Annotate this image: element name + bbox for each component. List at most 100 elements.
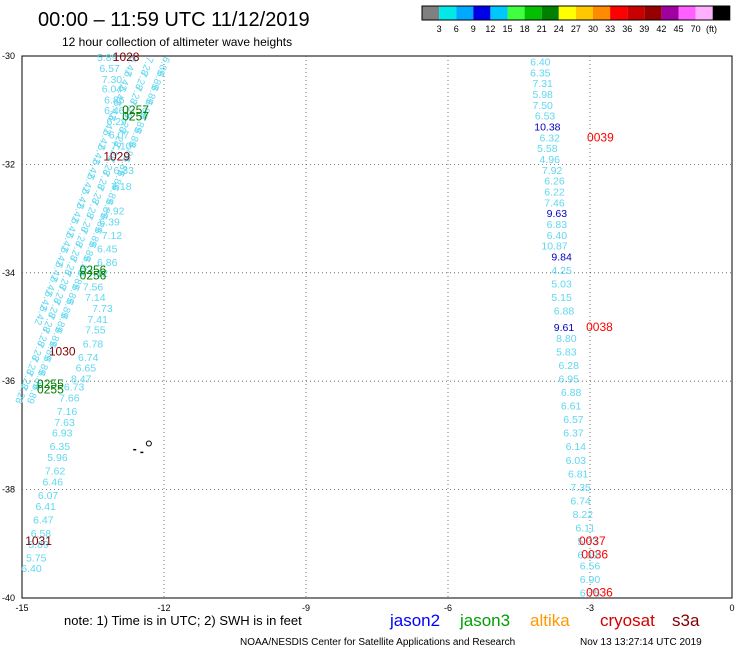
wave-height-value: 9.61: [554, 322, 575, 334]
wave-height-value: 6.57: [563, 414, 584, 426]
wave-height-value: 6.45: [97, 243, 118, 255]
pass-time-label: 0256: [80, 263, 107, 277]
satellite-legend-item: cryosat: [600, 611, 655, 630]
legend-label: 9: [471, 24, 476, 34]
wave-height-value: 7.10: [111, 140, 132, 152]
wave-height-value: 6.07: [109, 130, 130, 142]
wave-height-value: 5.83: [556, 346, 577, 358]
pass-time-label: 0036: [581, 548, 608, 562]
legend-swatch: [627, 6, 645, 20]
pass-time-label: 1030: [49, 344, 76, 358]
wave-height-value: 7.46: [544, 197, 565, 209]
satellite-legend-item: jason3: [459, 611, 510, 630]
wave-height-value: 7.63: [54, 417, 75, 429]
pass-time-label: 0038: [586, 320, 613, 334]
pass-time-label: 0257: [122, 103, 149, 117]
wave-height-value: 6.40: [547, 230, 568, 242]
wave-height-value: 6.41: [35, 501, 56, 513]
coastline-island: [145, 440, 152, 447]
pass-time-label: 0039: [587, 130, 614, 144]
wave-height-value: 6.86: [97, 257, 118, 269]
legend-swatch: [678, 6, 696, 20]
wave-height-value: 7.62: [45, 466, 66, 478]
wave-height-value: 10.38: [534, 121, 560, 133]
legend-label: 33: [605, 24, 615, 34]
legend-swatch: [610, 6, 628, 20]
y-tick-label: -32: [2, 159, 15, 169]
chart-subtitle: 12 hour collection of altimeter wave hei…: [62, 35, 292, 49]
x-tick-label: -9: [302, 603, 310, 613]
legend-swatch: [712, 6, 730, 20]
legend-swatch: [439, 6, 457, 20]
pass-time-label: 0037: [579, 534, 606, 548]
legend-swatch: [422, 6, 440, 20]
wave-height-value: 7.30: [102, 74, 123, 86]
wave-height-value: 6.40: [530, 56, 551, 68]
wave-height-value: 5.03: [551, 279, 572, 291]
legend-label: 36: [622, 24, 632, 34]
wave-height-value: 6.32: [540, 132, 561, 144]
wave-height-value: 6.46: [104, 105, 125, 117]
wave-height-value: 7.56: [83, 281, 104, 293]
wave-height-value: 8.47: [71, 373, 92, 385]
wave-height-value: 7.16: [57, 406, 78, 418]
legend-swatch: [541, 6, 559, 20]
legend-swatch: [593, 6, 611, 20]
legend-unit: (ft): [706, 24, 717, 34]
wave-height-value: 6.40: [21, 563, 42, 575]
coastline-points: [133, 440, 152, 454]
legend-label: 18: [520, 24, 530, 34]
pass-time-label: 1031: [25, 534, 52, 548]
legend-label: 15: [502, 24, 512, 34]
legend-swatch: [661, 6, 679, 20]
pass-time-label: 1029: [103, 149, 130, 163]
wave-height-value: 5.89: [97, 52, 118, 64]
wave-height-value: 6.39: [577, 550, 598, 562]
wave-height-value: 7.41: [88, 314, 109, 326]
wave-height-value: 6.39: [99, 216, 120, 228]
legend-swatch: [644, 6, 662, 20]
wave-height-value: 6.26: [544, 176, 565, 188]
wave-height-value: 7.35: [570, 482, 591, 494]
wave-height-value: 7.31: [532, 78, 553, 90]
wave-height-value: 6.83: [547, 219, 568, 231]
legend-label: 6: [454, 24, 459, 34]
wave-height-value: 6.88: [554, 306, 575, 318]
wave-height-value: 7.14: [85, 292, 106, 304]
legend-swatch: [558, 6, 576, 20]
pass-time-label: 0255: [37, 377, 64, 391]
wave-height-value: 7.55: [85, 325, 106, 337]
wave-height-value: 6.78: [83, 338, 104, 350]
wave-height-value: 5.98: [532, 89, 553, 101]
legend-label: 39: [639, 24, 649, 34]
wave-height-value: 6.93: [52, 428, 73, 440]
legend-label: 27: [571, 24, 581, 34]
wave-height-value: 6.53: [535, 111, 556, 123]
wave-height-value: 6.04: [102, 84, 123, 96]
wave-height-value: 7.12: [88, 268, 109, 280]
satellite-legend-item: s3a: [672, 611, 700, 630]
footer-credit: NOAA/NESDIS Center for Satellite Applica…: [240, 637, 515, 648]
wave-height-value: 9.84: [551, 252, 572, 264]
wave-height-value: 6.07: [38, 490, 59, 502]
axis-tick-labels: -15 -12 -9 -6 -3 0-30-32-34-36-38-40: [2, 51, 735, 613]
legend-label: 70: [691, 24, 701, 34]
wave-height-value: 4.96: [540, 154, 561, 166]
wave-height-marks: 5.896.577.306.046.866.466.296.077.106.33…: [21, 52, 600, 599]
wave-height-value: 6.35: [530, 67, 551, 79]
wave-height-value: 6.74: [570, 495, 591, 507]
wave-height-value: 7.18: [111, 181, 132, 193]
legend-label: 12: [485, 24, 495, 34]
wave-height-value: 6.28: [558, 360, 579, 372]
wave-height-value: 6.37: [563, 428, 584, 440]
wave-height-value: 7.92: [104, 205, 125, 217]
wave-height-value: 5.75: [26, 552, 47, 564]
wave-height-value: 6.33: [114, 165, 135, 177]
wave-height-value: 6.95: [558, 373, 579, 385]
legend-label: 24: [554, 24, 564, 34]
wave-height-value: 6.86: [104, 94, 125, 106]
wave-height-value: 6.47: [33, 514, 54, 526]
wave-height-value: 6.61: [561, 401, 582, 413]
